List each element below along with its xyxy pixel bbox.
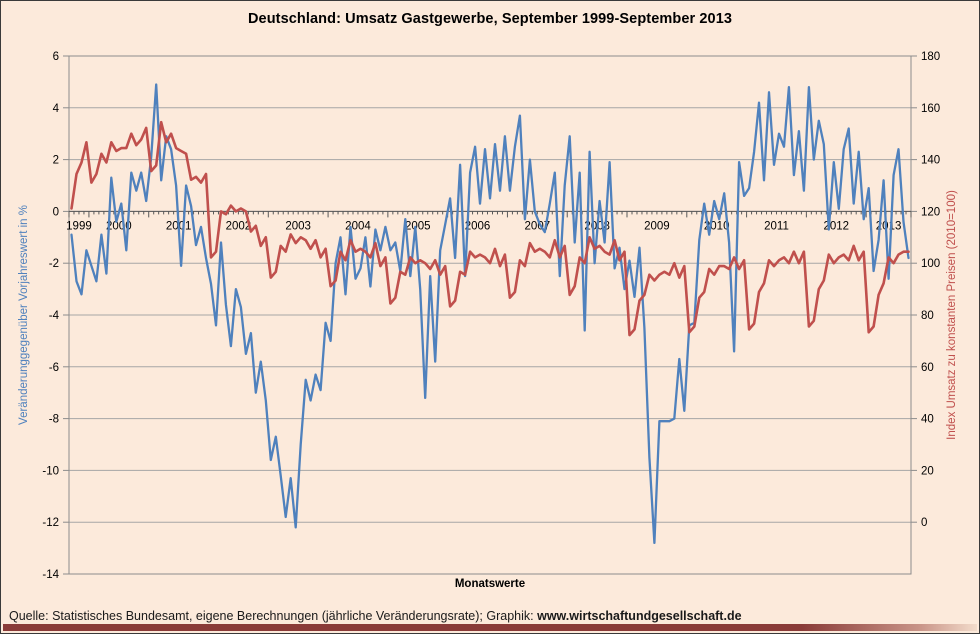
x-axis-year-label: 2013 — [876, 220, 902, 232]
x-axis-year-label: 2005 — [405, 220, 431, 232]
left-axis-tick-label: 4 — [53, 103, 60, 115]
x-axis-year-label: 2000 — [106, 220, 132, 232]
left-axis-tick-label: -2 — [49, 258, 59, 270]
right-axis-tick-label: 140 — [921, 155, 940, 167]
right-axis-tick-label: 120 — [921, 206, 940, 218]
x-axis-title: Monatswerte — [454, 578, 526, 590]
left-axis-tick-label: 2 — [53, 155, 59, 167]
x-axis-year-label: 2009 — [644, 220, 670, 232]
blue-series-line — [70, 83, 910, 545]
x-axis-year-label: 1999 — [66, 220, 92, 232]
right-axis-title: Index Umsatz zu konstanten Preisen (2010… — [946, 190, 958, 440]
source-line: Quelle: Statistisches Bundesamt, eigene … — [9, 609, 971, 623]
footer-bar — [3, 624, 977, 631]
right-axis-tick-label: 180 — [921, 51, 940, 63]
left-axis-tick-label: 0 — [53, 206, 59, 218]
x-axis-year-label: 2002 — [226, 220, 252, 232]
left-axis-tick-label: 6 — [53, 51, 59, 63]
left-axis-tick-label: -12 — [42, 517, 59, 529]
right-axis-tick-label: 100 — [921, 258, 940, 270]
left-axis-tick-label: -6 — [49, 362, 59, 374]
left-axis-tick-label: -8 — [49, 414, 59, 426]
right-axis-tick-label: 160 — [921, 103, 940, 115]
left-axis-title: Veränderunggegenüber Vorjahreswert in % — [18, 205, 30, 425]
left-axis-tick-label: -4 — [49, 310, 60, 322]
right-axis-tick-label: 0 — [921, 517, 927, 529]
left-axis-tick-label: -10 — [42, 465, 59, 477]
x-axis-year-label: 2011 — [764, 220, 789, 232]
red-series-line — [70, 120, 910, 337]
source-site-link: www.wirtschaftundgesellschaft.de — [537, 609, 742, 623]
x-axis-year-label: 2006 — [465, 220, 491, 232]
plot-border — [68, 55, 912, 575]
x-axis-year-label: 2003 — [285, 220, 311, 232]
chart-title: Deutschland: Umsatz Gastgewerbe, Septemb… — [247, 11, 733, 27]
left-axis-tick-label: -14 — [42, 569, 59, 581]
right-axis-tick-label: 80 — [921, 310, 934, 322]
right-axis-tick-label: 20 — [921, 465, 934, 477]
right-axis-tick-label: 40 — [921, 414, 934, 426]
right-axis-tick-label: 60 — [921, 362, 934, 374]
source-text: Quelle: Statistisches Bundesamt, eigene … — [9, 609, 538, 623]
